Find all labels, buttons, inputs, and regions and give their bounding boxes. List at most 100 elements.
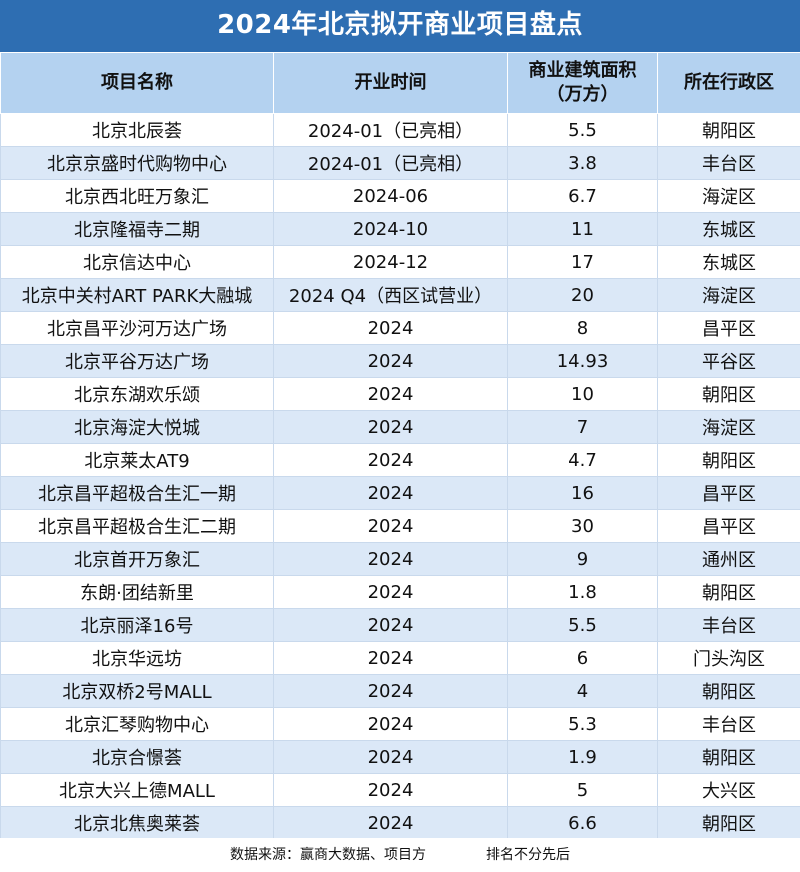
table-row: 北京中关村ART PARK大融城 2024 Q4（西区试营业） 20 海淀区 — [0, 278, 800, 312]
table-row: 北京东湖欢乐颂 2024 10 朝阳区 — [0, 377, 800, 411]
table-row: 北京西北旺万象汇 2024-06 6.7 海淀区 — [0, 179, 800, 213]
cell-district: 昌平区 — [657, 476, 800, 510]
header-district: 所在行政区 — [657, 53, 800, 114]
cell-district: 丰台区 — [657, 146, 800, 180]
cell-area: 5 — [507, 773, 658, 807]
cell-district: 丰台区 — [657, 608, 800, 642]
cell-date: 2024-12 — [273, 245, 508, 279]
table-row: 东朗·团结新里 2024 1.8 朝阳区 — [0, 575, 800, 609]
cell-area: 20 — [507, 278, 658, 312]
cell-area: 30 — [507, 509, 658, 543]
cell-district: 朝阳区 — [657, 740, 800, 774]
table-row: 北京合憬荟 2024 1.9 朝阳区 — [0, 740, 800, 774]
cell-date: 2024 — [273, 608, 508, 642]
cell-date: 2024-01（已亮相） — [273, 113, 508, 147]
cell-date: 2024 — [273, 641, 508, 675]
cell-area: 6 — [507, 641, 658, 675]
cell-name: 北京昌平沙河万达广场 — [0, 311, 274, 345]
cell-name: 北京首开万象汇 — [0, 542, 274, 576]
table-row: 北京大兴上德MALL 2024 5 大兴区 — [0, 773, 800, 807]
cell-district: 朝阳区 — [657, 674, 800, 708]
cell-area: 5.3 — [507, 707, 658, 741]
cell-area: 1.9 — [507, 740, 658, 774]
cell-date: 2024 — [273, 674, 508, 708]
cell-name: 北京西北旺万象汇 — [0, 179, 274, 213]
cell-name: 北京京盛时代购物中心 — [0, 146, 274, 180]
cell-name: 北京合憬荟 — [0, 740, 274, 774]
cell-district: 昌平区 — [657, 311, 800, 345]
cell-district: 东城区 — [657, 245, 800, 279]
cell-date: 2024 — [273, 575, 508, 609]
cell-district: 朝阳区 — [657, 377, 800, 411]
table-row: 北京海淀大悦城 2024 7 海淀区 — [0, 410, 800, 444]
cell-name: 北京东湖欢乐颂 — [0, 377, 274, 411]
table-title: 2024年北京拟开商业项目盘点 — [0, 0, 800, 53]
cell-name: 北京丽泽16号 — [0, 608, 274, 642]
cell-name: 北京双桥2号MALL — [0, 674, 274, 708]
cell-name: 北京信达中心 — [0, 245, 274, 279]
cell-name: 北京海淀大悦城 — [0, 410, 274, 444]
cell-area: 3.8 — [507, 146, 658, 180]
cell-area: 4.7 — [507, 443, 658, 477]
cell-date: 2024 Q4（西区试营业） — [273, 278, 508, 312]
table-body: 北京北辰荟 2024-01（已亮相） 5.5 朝阳区 北京京盛时代购物中心 2024-01… — [0, 113, 800, 840]
cell-date: 2024-10 — [273, 212, 508, 246]
cell-name: 北京平谷万达广场 — [0, 344, 274, 378]
table-row: 北京北焦奥莱荟 2024 6.6 朝阳区 — [0, 806, 800, 840]
cell-area: 11 — [507, 212, 658, 246]
cell-date: 2024 — [273, 311, 508, 345]
header-name: 项目名称 — [0, 53, 274, 114]
table-row: 北京京盛时代购物中心 2024-01（已亮相） 3.8 丰台区 — [0, 146, 800, 180]
cell-date: 2024 — [273, 740, 508, 774]
cell-date: 2024-06 — [273, 179, 508, 213]
cell-area: 5.5 — [507, 608, 658, 642]
cell-date: 2024 — [273, 476, 508, 510]
cell-area: 14.93 — [507, 344, 658, 378]
cell-area: 4 — [507, 674, 658, 708]
cell-district: 朝阳区 — [657, 575, 800, 609]
table-row: 北京隆福寺二期 2024-10 11 东城区 — [0, 212, 800, 246]
cell-district: 海淀区 — [657, 179, 800, 213]
cell-district: 丰台区 — [657, 707, 800, 741]
cell-area: 7 — [507, 410, 658, 444]
table-row: 北京首开万象汇 2024 9 通州区 — [0, 542, 800, 576]
cell-district: 门头沟区 — [657, 641, 800, 675]
cell-area: 9 — [507, 542, 658, 576]
cell-date: 2024 — [273, 773, 508, 807]
cell-district: 东城区 — [657, 212, 800, 246]
cell-district: 平谷区 — [657, 344, 800, 378]
cell-name: 北京北焦奥莱荟 — [0, 806, 274, 840]
cell-area: 5.5 — [507, 113, 658, 147]
table-row: 北京华远坊 2024 6 门头沟区 — [0, 641, 800, 675]
table-row: 北京丽泽16号 2024 5.5 丰台区 — [0, 608, 800, 642]
cell-name: 北京中关村ART PARK大融城 — [0, 278, 274, 312]
cell-district: 朝阳区 — [657, 806, 800, 840]
header-area: 商业建筑面积 （万方） — [507, 53, 658, 114]
header-row: 项目名称 开业时间 商业建筑面积 （万方） 所在行政区 — [0, 53, 800, 114]
cell-date: 2024 — [273, 707, 508, 741]
header-area-line2: （万方） — [546, 84, 619, 105]
table-row: 北京昌平超极合生汇二期 2024 30 昌平区 — [0, 509, 800, 543]
cell-date: 2024 — [273, 542, 508, 576]
cell-area: 8 — [507, 311, 658, 345]
table-row: 北京平谷万达广场 2024 14.93 平谷区 — [0, 344, 800, 378]
table-row: 北京信达中心 2024-12 17 东城区 — [0, 245, 800, 279]
cell-name: 北京隆福寺二期 — [0, 212, 274, 246]
cell-name: 北京昌平超极合生汇二期 — [0, 509, 274, 543]
table-row: 北京双桥2号MALL 2024 4 朝阳区 — [0, 674, 800, 708]
cell-name: 北京大兴上德MALL — [0, 773, 274, 807]
cell-name: 北京汇琴购物中心 — [0, 707, 274, 741]
footer: 数据来源：赢商大数据、项目方 排名不分先后 — [0, 838, 800, 872]
projects-table: 项目名称 开业时间 商业建筑面积 （万方） 所在行政区 北京北辰荟 2024-01… — [0, 53, 800, 840]
table-row: 北京汇琴购物中心 2024 5.3 丰台区 — [0, 707, 800, 741]
table-row: 北京北辰荟 2024-01（已亮相） 5.5 朝阳区 — [0, 113, 800, 147]
cell-date: 2024 — [273, 344, 508, 378]
cell-district: 大兴区 — [657, 773, 800, 807]
cell-district: 海淀区 — [657, 410, 800, 444]
footer-source: 数据来源：赢商大数据、项目方 — [230, 847, 426, 863]
cell-date: 2024 — [273, 377, 508, 411]
table-row: 北京昌平沙河万达广场 2024 8 昌平区 — [0, 311, 800, 345]
table-row: 北京昌平超极合生汇一期 2024 16 昌平区 — [0, 476, 800, 510]
header-date: 开业时间 — [273, 53, 508, 114]
